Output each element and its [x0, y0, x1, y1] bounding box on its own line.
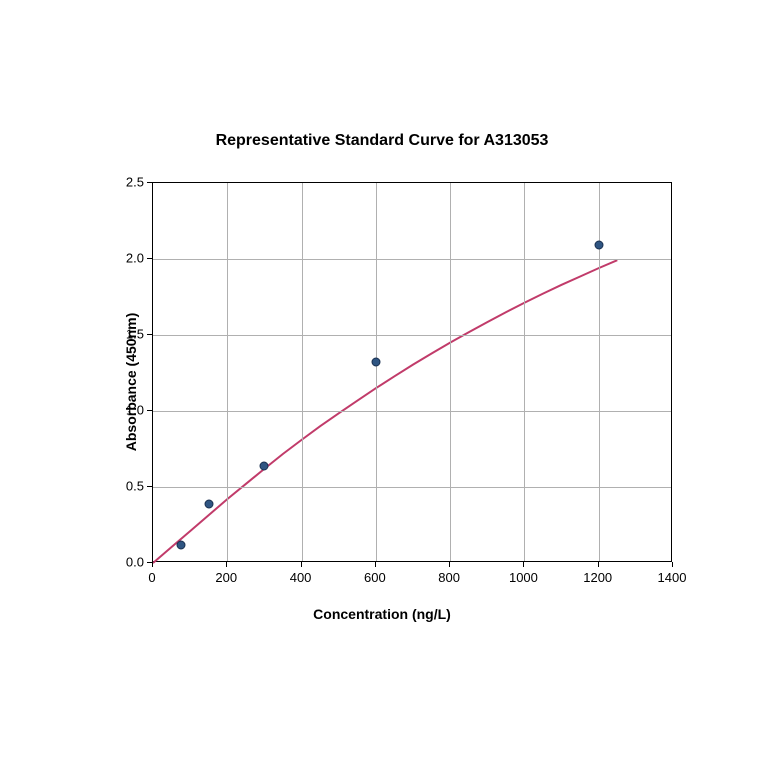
data-point	[371, 358, 380, 367]
x-tick-label: 1400	[658, 570, 687, 585]
x-tick-mark	[226, 562, 227, 567]
y-tick-mark	[147, 562, 152, 563]
y-tick-label: 1.5	[84, 327, 144, 342]
x-tick-mark	[301, 562, 302, 567]
grid-line-horizontal	[153, 487, 671, 488]
grid-line-horizontal	[153, 335, 671, 336]
x-tick-mark	[152, 562, 153, 567]
x-tick-mark	[672, 562, 673, 567]
x-tick-label: 1200	[583, 570, 612, 585]
x-tick-mark	[449, 562, 450, 567]
fitted-curve	[153, 183, 671, 561]
data-point	[260, 461, 269, 470]
grid-line-vertical	[599, 183, 600, 561]
x-tick-label: 800	[438, 570, 460, 585]
x-axis-label: Concentration (ng/L)	[313, 606, 451, 622]
grid-line-vertical	[227, 183, 228, 561]
chart-title: Representative Standard Curve for A31305…	[216, 132, 549, 150]
chart-container: Representative Standard Curve for A31305…	[72, 132, 692, 632]
y-tick-label: 2.5	[84, 175, 144, 190]
x-tick-label: 0	[148, 570, 155, 585]
y-tick-label: 2.0	[84, 251, 144, 266]
x-tick-label: 200	[215, 570, 237, 585]
x-tick-label: 400	[290, 570, 312, 585]
data-point	[204, 499, 213, 508]
grid-line-vertical	[376, 183, 377, 561]
y-tick-mark	[147, 258, 152, 259]
y-tick-mark	[147, 486, 152, 487]
y-tick-label: 1.0	[84, 403, 144, 418]
grid-line-vertical	[450, 183, 451, 561]
x-tick-mark	[375, 562, 376, 567]
grid-line-horizontal	[153, 259, 671, 260]
plot-area	[152, 182, 672, 562]
data-point	[594, 241, 603, 250]
y-tick-mark	[147, 182, 152, 183]
x-tick-mark	[523, 562, 524, 567]
grid-line-vertical	[302, 183, 303, 561]
x-tick-label: 600	[364, 570, 386, 585]
grid-line-horizontal	[153, 411, 671, 412]
grid-line-vertical	[524, 183, 525, 561]
y-tick-mark	[147, 334, 152, 335]
x-tick-label: 1000	[509, 570, 538, 585]
y-tick-label: 0.0	[84, 555, 144, 570]
y-tick-label: 0.5	[84, 479, 144, 494]
data-point	[176, 540, 185, 549]
x-tick-mark	[598, 562, 599, 567]
y-tick-mark	[147, 410, 152, 411]
